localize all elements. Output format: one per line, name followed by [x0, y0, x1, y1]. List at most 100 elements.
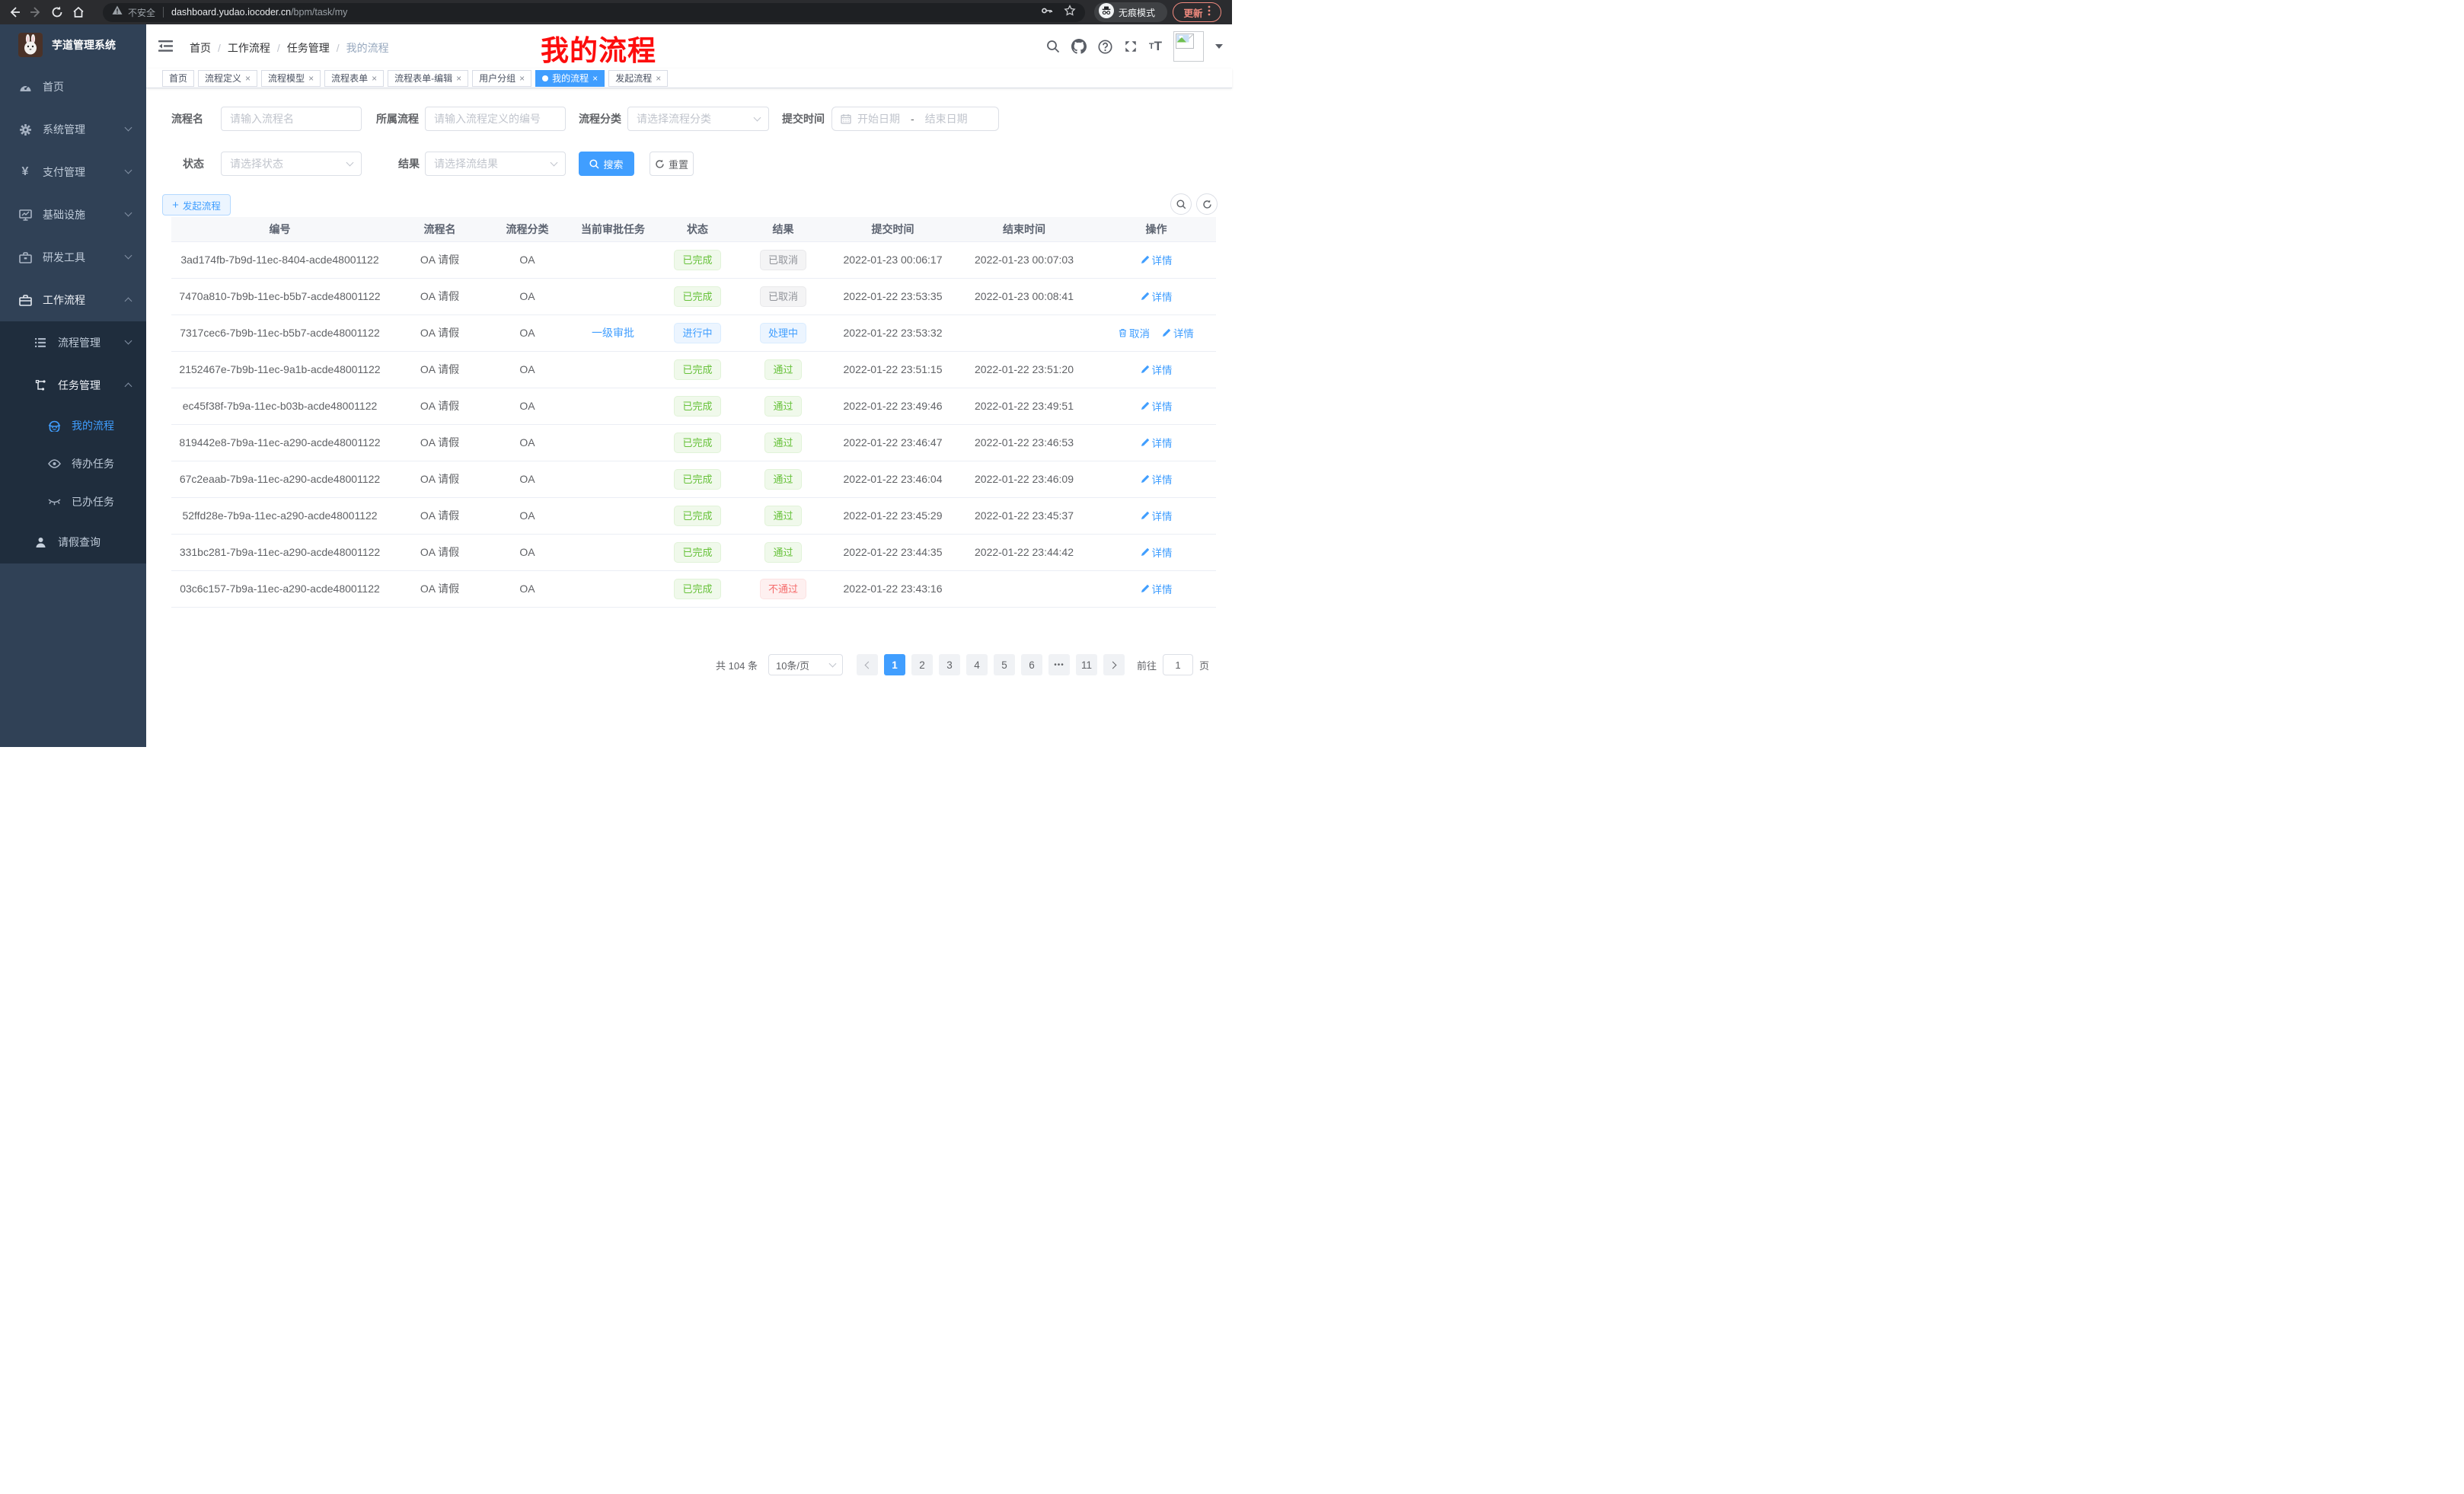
tag-my-process[interactable]: 我的流程: [535, 69, 605, 87]
result-badge: 处理中: [759, 322, 806, 343]
gear-icon: [18, 123, 32, 136]
sidebar-item-workflow[interactable]: 工作流程: [0, 279, 146, 321]
cancel-link[interactable]: 取消: [1119, 325, 1150, 340]
close-icon[interactable]: [519, 73, 525, 84]
sidebar-item-devtools[interactable]: 研发工具: [0, 236, 146, 279]
submit-time-range-picker[interactable]: 开始日期 - 结束日期: [831, 107, 999, 131]
process-category-select[interactable]: 请选择流程分类: [627, 107, 769, 131]
sidebar-item-my-process[interactable]: 我的流程: [0, 407, 146, 445]
detail-link[interactable]: 详情: [1141, 362, 1173, 377]
process-definition-input[interactable]: [425, 107, 566, 131]
address-bar[interactable]: 不安全 dashboard.yudao.iocoder.cn/bpm/task/…: [103, 2, 1085, 22]
status-select[interactable]: 请选择状态: [221, 152, 362, 176]
close-icon[interactable]: [308, 73, 314, 84]
process-name-input[interactable]: [221, 107, 362, 131]
detail-link[interactable]: 详情: [1162, 325, 1194, 340]
url-path[interactable]: /bpm/task/my: [291, 7, 348, 18]
start-process-button[interactable]: 发起流程: [162, 194, 231, 215]
tag-home[interactable]: 首页: [162, 69, 195, 87]
security-label[interactable]: 不安全: [128, 7, 156, 18]
tag-process-definition[interactable]: 流程定义: [198, 69, 258, 87]
sidebar-item-leave-query[interactable]: 请假查询: [0, 521, 146, 563]
breadcrumb-home[interactable]: 首页: [190, 42, 211, 54]
detail-link[interactable]: 详情: [1141, 435, 1173, 450]
browser-menu-dots-icon[interactable]: [1208, 5, 1211, 20]
reset-button[interactable]: 重置: [650, 152, 694, 176]
page-button-4[interactable]: 4: [965, 654, 988, 675]
close-icon[interactable]: [245, 73, 251, 84]
tag-start-process[interactable]: 发起流程: [608, 69, 669, 87]
sidebar-item-payment[interactable]: ¥ 支付管理: [0, 151, 146, 193]
sidebar-item-done-tasks[interactable]: 已办任务: [0, 483, 146, 521]
detail-link[interactable]: 详情: [1141, 581, 1173, 596]
home-icon[interactable]: [69, 0, 88, 24]
goto-page-input[interactable]: [1162, 654, 1193, 675]
bookmark-star-icon[interactable]: [1064, 4, 1076, 21]
calendar-icon: [841, 113, 851, 124]
sidebar-item-task-management[interactable]: 任务管理: [0, 364, 146, 407]
tag-user-group[interactable]: 用户分组: [472, 69, 532, 87]
page-button-3[interactable]: 3: [938, 654, 960, 675]
detail-link[interactable]: 详情: [1141, 289, 1173, 304]
more-pages-button[interactable]: •••: [1048, 654, 1070, 675]
start-date-placeholder[interactable]: 开始日期: [857, 113, 900, 125]
password-key-icon[interactable]: [1041, 5, 1053, 20]
page-button-5[interactable]: 5: [993, 654, 1015, 675]
broken-image-icon: [1176, 34, 1194, 49]
sidebar-item-system[interactable]: 系统管理: [0, 108, 146, 151]
page-size-select[interactable]: 10条/页: [768, 654, 843, 675]
monitor-icon: [18, 209, 32, 221]
page-button-11[interactable]: 11: [1075, 654, 1097, 675]
chevron-up-icon: [124, 382, 132, 391]
prev-page-button[interactable]: [856, 654, 878, 675]
tag-process-form[interactable]: 流程表单: [324, 69, 385, 87]
sidebar-item-home[interactable]: 首页: [0, 65, 146, 108]
table-search-button[interactable]: [1170, 193, 1192, 215]
result-select[interactable]: 请选择流结果: [425, 152, 566, 176]
breadcrumb-workflow[interactable]: 工作流程: [227, 42, 270, 54]
edit-pen-icon: [1141, 365, 1149, 373]
sidebar-item-todo-tasks[interactable]: 待办任务: [0, 445, 146, 483]
detail-link[interactable]: 详情: [1141, 508, 1173, 523]
detail-link[interactable]: 详情: [1141, 252, 1173, 267]
detail-link[interactable]: 详情: [1141, 398, 1173, 413]
github-icon[interactable]: [1071, 39, 1087, 54]
tag-process-form-edit[interactable]: 流程表单-编辑: [388, 69, 469, 87]
end-date-placeholder[interactable]: 结束日期: [924, 113, 968, 125]
fullscreen-icon[interactable]: [1124, 40, 1138, 53]
sidebar: 芋道管理系统 首页 系统管理 ¥ 支付管理 基础设施: [0, 24, 146, 747]
update-button[interactable]: 更新: [1173, 2, 1221, 22]
search-button[interactable]: 搜索: [579, 152, 634, 176]
search-icon[interactable]: [1046, 40, 1060, 53]
table-refresh-button[interactable]: [1196, 193, 1218, 215]
back-icon[interactable]: [5, 0, 24, 24]
page-button-2[interactable]: 2: [911, 654, 933, 675]
current-task-link[interactable]: 一级审批: [592, 327, 634, 339]
app-logo-row[interactable]: 芋道管理系统: [0, 24, 146, 65]
close-icon[interactable]: [656, 73, 661, 84]
edit-pen-icon: [1141, 474, 1149, 483]
avatar-caret-icon[interactable]: [1215, 44, 1223, 49]
sidebar-collapse-icon[interactable]: [158, 40, 173, 56]
process-table: 编号 流程名 流程分类 当前审批任务 状态 结果 提交时间 结束时间 操作 3a…: [171, 217, 1216, 608]
reload-icon[interactable]: [47, 0, 67, 24]
page-button-1[interactable]: 1: [883, 654, 905, 675]
url-host[interactable]: dashboard.yudao.iocoder.cn: [171, 7, 292, 18]
sidebar-item-process-management[interactable]: 流程管理: [0, 321, 146, 364]
sidebar-item-infrastructure[interactable]: 基础设施: [0, 193, 146, 236]
close-icon[interactable]: [372, 73, 377, 84]
tag-process-model[interactable]: 流程模型: [261, 69, 321, 87]
forward-icon[interactable]: [26, 0, 46, 24]
close-icon[interactable]: [592, 73, 598, 84]
status-badge: 已完成: [674, 286, 721, 307]
table-row: 3ad174fb-7b9d-11ec-8404-acde48001122 OA …: [171, 241, 1216, 279]
close-icon[interactable]: [456, 73, 461, 84]
help-icon[interactable]: [1098, 39, 1112, 54]
detail-link[interactable]: 详情: [1141, 471, 1173, 487]
detail-link[interactable]: 详情: [1141, 544, 1173, 560]
next-page-button[interactable]: [1103, 654, 1125, 675]
page-button-6[interactable]: 6: [1020, 654, 1042, 675]
breadcrumb-task-management[interactable]: 任务管理: [286, 42, 330, 54]
avatar[interactable]: [1173, 31, 1204, 62]
